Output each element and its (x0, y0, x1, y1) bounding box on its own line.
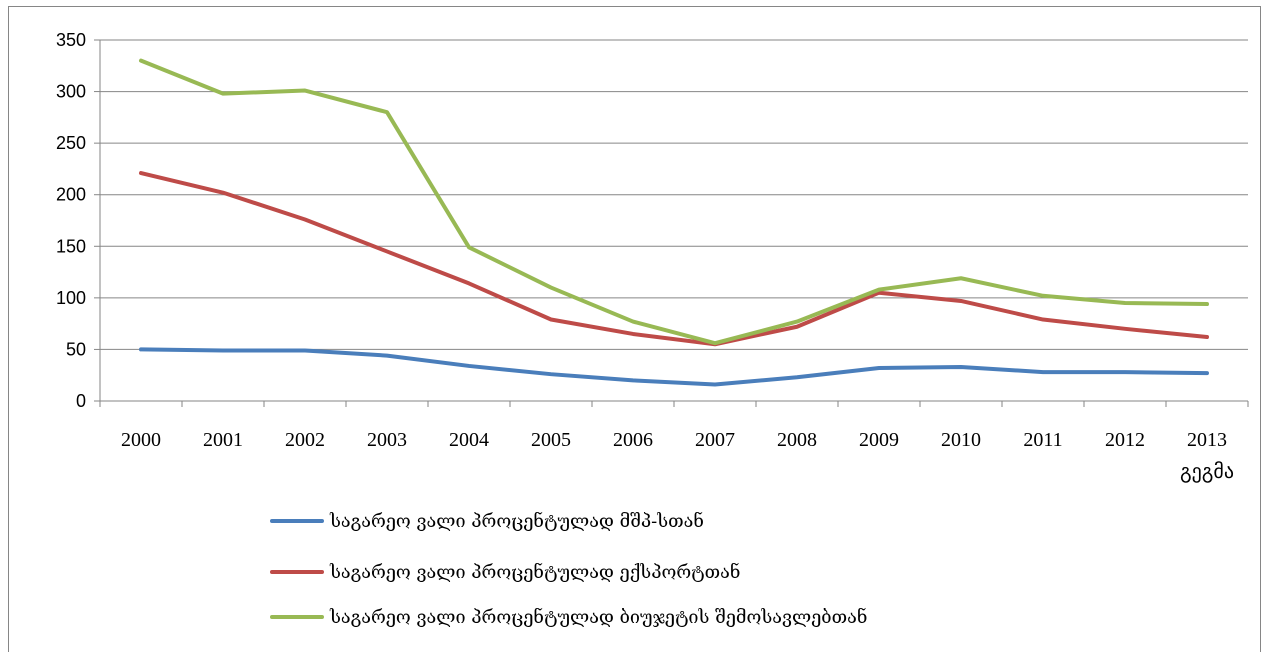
series-line-2 (139, 171, 1209, 347)
x-tick-label: 2007 (695, 429, 735, 451)
x-tick-label: 2000 (121, 429, 161, 451)
series-lines (139, 58, 1209, 387)
y-tick-label: 50 (66, 339, 86, 359)
legend-label-1: საგარეო ვალი პროცენტულად მშპ-სთან (329, 510, 704, 532)
y-tick-label: 150 (56, 236, 86, 256)
x-tick-label: 2006 (613, 429, 653, 451)
legend-label-3: საგარეო ვალი პროცენტულად ბიუჯეტის შემოსა… (329, 606, 867, 628)
legend-label-2: საგარეო ვალი პროცენტულად ექსპორტთან (329, 561, 740, 583)
series-line-3 (139, 58, 1209, 346)
x-tick-label: 2003 (367, 429, 407, 451)
y-tick-label: 0 (76, 391, 86, 411)
x-tick-label: 2004 (449, 429, 489, 451)
y-tick-label: 100 (56, 288, 86, 308)
gridlines (100, 39, 1248, 350)
x-tick-label: 2002 (285, 429, 325, 451)
axes (94, 39, 1249, 407)
x-tick-label: 2013 (1187, 429, 1227, 451)
series-line-1 (139, 347, 1209, 387)
x-tick-label: 2009 (859, 429, 899, 451)
chart-frame (8, 6, 1261, 652)
x-tick-labels: 2000 2001 2002 2003 2004 2005 2006 2007 2008 2009… (121, 429, 1234, 483)
x-tick-label: 2005 (531, 429, 571, 451)
y-tick-label: 200 (56, 185, 86, 205)
x-tick-label: 2001 (203, 429, 243, 451)
y-tick-labels: 0 50 100 150 200 250 300 350 (56, 30, 86, 411)
x-tick-label: 2008 (777, 429, 817, 451)
y-tick-label: 350 (56, 30, 86, 50)
x-tick-label: 2011 (1023, 429, 1062, 451)
x-tick-sublabel: გეგმა (1180, 461, 1234, 483)
legend: საგარეო ვალი პროცენტულად მშპ-სთან საგარეო… (270, 510, 867, 628)
y-tick-label: 300 (56, 82, 86, 102)
x-tick-label: 2012 (1105, 429, 1145, 451)
x-tick-label: 2010 (941, 429, 981, 451)
y-tick-label: 250 (56, 133, 86, 153)
